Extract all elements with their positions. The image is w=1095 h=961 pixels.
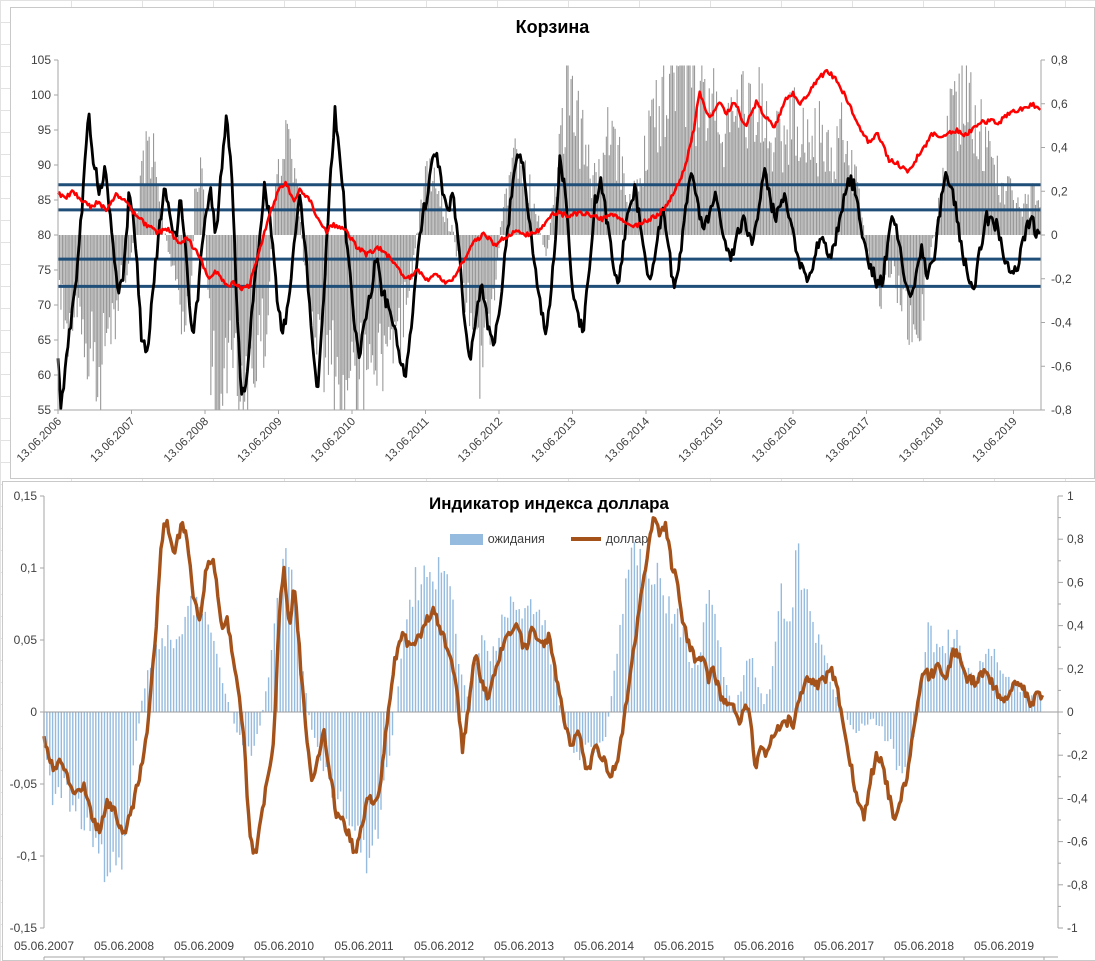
- axis-tick-label: 05.06.2012: [414, 939, 474, 953]
- axis-tick-label: 13.06.2006: [15, 416, 64, 465]
- axis-tick-label: -0,15: [10, 921, 38, 935]
- axis-tick-label: 05.06.2009: [174, 939, 234, 953]
- axis-tick-label: -0,6: [1067, 835, 1088, 849]
- axis-tick-label: 05.06.2014: [574, 939, 634, 953]
- axis-tick-label: 0,2: [1051, 184, 1068, 198]
- axis-tick-label: 13.06.2017: [823, 416, 872, 465]
- axis-tick-label: 0,2: [1067, 662, 1084, 676]
- axis-tick-label: 13.06.2010: [309, 416, 358, 465]
- axis-tick-label: 13.06.2018: [897, 416, 946, 465]
- axis-tick-label: 70: [38, 298, 52, 312]
- axis-tick-label: -0,8: [1051, 403, 1072, 417]
- legend-label-dollar: доллар: [605, 532, 649, 546]
- axis-tick-label: 13.06.2009: [235, 416, 284, 465]
- axis-tick-label: 13.06.2019: [970, 416, 1019, 465]
- dollar-chart-panel: 0,15 0,1 0,05 0 -0,05 -0,1 -0,15 1 0,8 0,6 0,4 0,2 0…: [2, 481, 1095, 961]
- axis-tick-label: 13.06.2012: [456, 416, 505, 465]
- axis-tick-label: 13.06.2014: [603, 415, 653, 465]
- axis-tick-label: 0,8: [1067, 532, 1084, 546]
- axis-tick-label: 13.06.2013: [529, 416, 578, 465]
- axis-tick-label: 13.06.2008: [162, 416, 211, 465]
- axis-tick-label: 05.06.2010: [254, 939, 314, 953]
- axis-tick-label: -0,1: [16, 849, 37, 863]
- axis-tick-label: 0,6: [1051, 97, 1068, 111]
- legend-item-expectations: ожидания: [449, 532, 545, 546]
- axis-tick-label: 105: [31, 53, 51, 67]
- axis-tick-label: -0,4: [1067, 791, 1088, 805]
- axis-tick-label: 0,4: [1051, 141, 1068, 155]
- axis-tick-label: -0,6: [1051, 359, 1072, 373]
- axis-tick-label: -0,4: [1051, 316, 1072, 330]
- axis-tick-label: 0,1: [20, 561, 37, 575]
- axis-tick-label: 100: [31, 88, 51, 102]
- axis-tick-label: 1: [1067, 489, 1074, 503]
- axis-tick-label: 0,05: [14, 633, 38, 647]
- basket-chart-panel: 105 100 95 90 85 80 75 70 65 60 55 0,8 0,6 0,4 0,2 0 -0,…: [10, 7, 1095, 479]
- axis-tick-label: -0,8: [1067, 878, 1088, 892]
- axis-tick-label: -1: [1067, 921, 1078, 935]
- legend-label-expectations: ожидания: [487, 532, 545, 546]
- legend: ожидания доллар: [3, 532, 1095, 546]
- axis-tick-label: 05.06.2015: [654, 939, 714, 953]
- histogram-bars: [57, 65, 1041, 410]
- axis-tick-label: 0: [1067, 705, 1074, 719]
- axis-tick-label: 05.06.2018: [894, 939, 954, 953]
- legend-item-dollar: доллар: [570, 532, 649, 546]
- axis-tick-label: 05.06.2017: [814, 939, 874, 953]
- basket-chart-canvas: 105 100 95 90 85 80 75 70 65 60 55 0,8 0,6 0,4 0,2 0 -0,…: [15, 53, 1072, 465]
- axis-tick-label: -0,2: [1051, 272, 1072, 286]
- axis-tick-label: -0,2: [1067, 748, 1088, 762]
- axis-tick-label: 0,4: [1067, 619, 1084, 633]
- axis-tick-label: 13.06.2016: [750, 416, 799, 465]
- axis-tick-label: 13.06.2011: [383, 416, 432, 465]
- axis-tick-label: 60: [38, 368, 52, 382]
- axis-tick-label: 75: [38, 263, 52, 277]
- axis-tick-label: 13.06.2015: [676, 416, 725, 465]
- axis-tick-label: 65: [38, 333, 52, 347]
- axis-tick-label: 05.06.2011: [334, 939, 393, 953]
- axis-tick-label: 0: [30, 705, 37, 719]
- black-line: [56, 105, 1041, 410]
- axis-tick-label: 80: [38, 228, 52, 242]
- axis-tick-label: 90: [38, 158, 52, 172]
- axis-tick-label: 0,8: [1051, 53, 1068, 67]
- axis-tick-label: 05.06.2013: [494, 939, 554, 953]
- dollar-chart-canvas: 0,15 0,1 0,05 0 -0,05 -0,1 -0,15 1 0,8 0,6 0,4 0,2 0…: [10, 489, 1088, 960]
- dollar-line: [42, 516, 1045, 855]
- axis-tick-label: 05.06.2007: [14, 939, 74, 953]
- axis-tick-label: -0,05: [10, 777, 38, 791]
- red-line: [56, 68, 1042, 292]
- dollar-line-swatch-icon: [570, 537, 601, 541]
- axis-tick-label: 0,6: [1067, 575, 1084, 589]
- axis-tick-label: 0: [1051, 228, 1058, 242]
- axis-tick-label: 0,15: [14, 489, 38, 503]
- axis-tick-label: 95: [38, 123, 52, 137]
- axis-tick-label: 05.06.2016: [734, 939, 794, 953]
- axis-tick-label: 05.06.2019: [974, 939, 1034, 953]
- axis-tick-label: 13.06.2007: [88, 416, 137, 465]
- axis-tick-label: 85: [38, 193, 52, 207]
- axis-tick-label: 05.06.2008: [94, 939, 154, 953]
- expectations-bar-swatch-icon: [449, 533, 483, 545]
- axis-tick-label: 55: [38, 403, 52, 417]
